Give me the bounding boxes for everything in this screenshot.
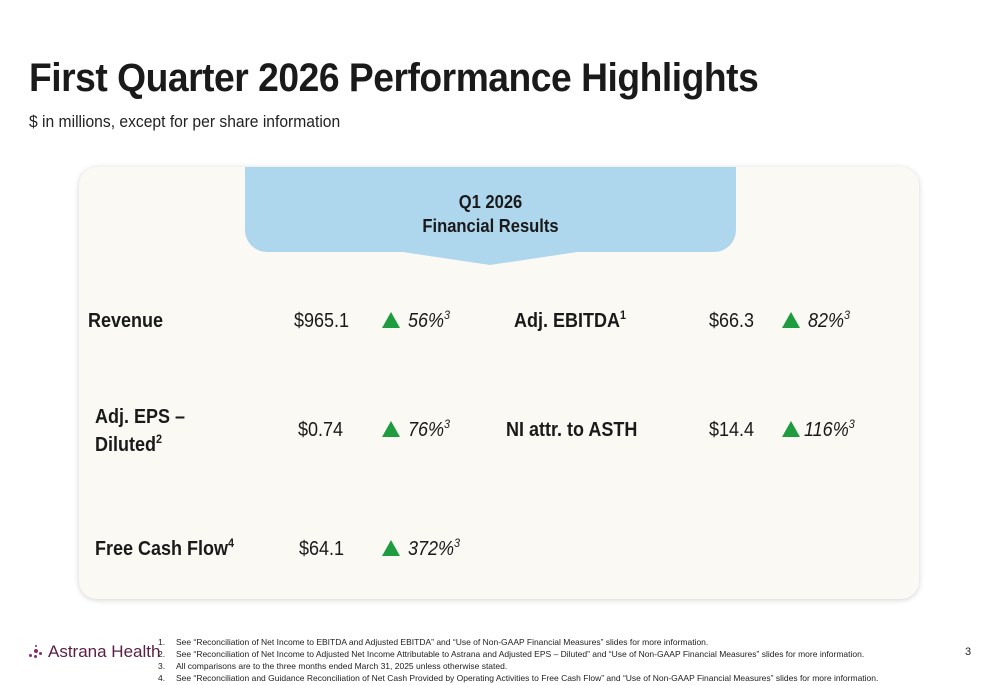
banner-pointer <box>396 251 584 265</box>
adj-ebitda-change: 82%3 <box>782 309 855 333</box>
footnote-item: 2. See “Reconciliation of Net Income to A… <box>158 649 865 659</box>
ni-attr-label: NI attr. to ASTH <box>506 419 638 441</box>
page-number: 3 <box>965 646 972 658</box>
results-banner <box>245 167 736 252</box>
page-subtitle: $ in millions, except for per share info… <box>29 112 341 131</box>
adj-eps-value: $0.74 <box>298 419 344 441</box>
footnote-item: 3. All comparisons are to the three month… <box>158 661 508 671</box>
banner-heading: Q1 2026 Financial Results <box>245 190 736 238</box>
banner-caption: Financial Results <box>422 216 559 236</box>
adj-ebitda-label: Adj. EBITDA1 <box>514 308 627 332</box>
fcf-change: 372%3 <box>382 537 466 561</box>
revenue-value: $965.1 <box>294 310 350 332</box>
fcf-label: Free Cash Flow4 <box>95 536 235 560</box>
up-arrow-icon <box>382 540 400 556</box>
up-arrow-icon <box>782 312 800 328</box>
company-logo: Astrana Health <box>29 642 160 662</box>
footnotes: 1. See “Reconciliation of Net Income to E… <box>158 636 878 684</box>
adj-eps-change: 76%3 <box>382 418 455 442</box>
ni-attr-change: 116%3 <box>782 418 860 442</box>
up-arrow-icon <box>782 421 800 437</box>
revenue-change: 56%3 <box>382 309 455 333</box>
adj-eps-label: Adj. EPS – Diluted2 <box>95 406 186 456</box>
fcf-value: $64.1 <box>299 538 345 560</box>
adj-ebitda-value: $66.3 <box>709 310 755 332</box>
logo-mark-icon <box>29 645 43 659</box>
footnote-item: 4. See “Reconciliation and Guidance Recon… <box>158 673 879 683</box>
banner-period: Q1 2026 <box>458 192 523 212</box>
page-title: First Quarter 2026 Performance Highlight… <box>29 56 759 100</box>
logo-text: Astrana Health <box>48 642 161 661</box>
revenue-label: Revenue <box>88 310 164 332</box>
footnote-item: 1. See “Reconciliation of Net Income to E… <box>158 637 709 647</box>
up-arrow-icon <box>382 312 400 328</box>
up-arrow-icon <box>382 421 400 437</box>
ni-attr-value: $14.4 <box>709 419 755 441</box>
